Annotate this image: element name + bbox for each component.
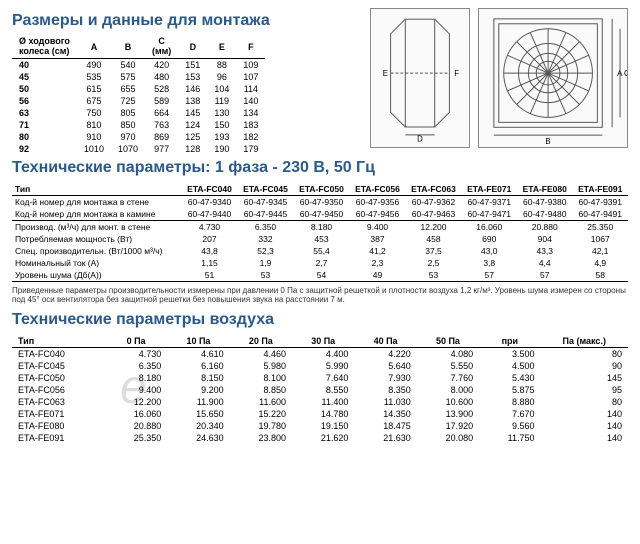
- tech-row: Производ. (м³/ч) для монт. в стене4.7306…: [12, 220, 628, 233]
- air-title: Технические параметры воздуха: [12, 311, 628, 329]
- side-view-diagram: D E F: [370, 8, 470, 148]
- dim-row: 63750805664145130134: [12, 107, 265, 119]
- tech-row: Код-й номер для монтажа в камине60-47-94…: [12, 208, 628, 221]
- tech-note: Приведенные параметры производительности…: [12, 286, 628, 305]
- air-row: ETA-FE09125.35024.63023.80021.62021.6302…: [12, 432, 628, 444]
- dimensions-table: Ø ходового колеса (см) A B C (мм) D E F …: [12, 36, 265, 155]
- col-c: C: [158, 36, 165, 46]
- air-row: ETA-FC0508.1808.1508.1007.6407.9307.7605…: [12, 372, 628, 384]
- unit: (мм): [152, 46, 171, 56]
- dim-row: 80910970869125193182: [12, 131, 265, 143]
- air-row: ETA-FE08020.88020.34019.78019.15018.4751…: [12, 420, 628, 432]
- tech-row: Потребляемая мощность (Вт)20733245338745…: [12, 233, 628, 245]
- col-d: D: [178, 36, 207, 58]
- diagrams: D E F B A C: [282, 8, 628, 155]
- svg-text:E: E: [383, 69, 388, 78]
- air-row: ETA-FE07116.06015.65015.22014.78014.3501…: [12, 408, 628, 420]
- dim-row: 56675725589138119140: [12, 95, 265, 107]
- col-a: A: [77, 36, 111, 58]
- tech-row: Уровень шума (Дб(А))5153544953575758: [12, 269, 628, 282]
- tech-row: Спец. производительн. (Вт/1000 м³/ч)43,8…: [12, 245, 628, 257]
- air-row: ETA-FC06312.20011.90011.60011.40011.0301…: [12, 396, 628, 408]
- col-f: F: [236, 36, 265, 58]
- svg-text:C: C: [624, 69, 628, 78]
- col-e: E: [207, 36, 236, 58]
- air-table: Тип0 Па10 Па20 Па30 Па40 Па50 ПаприПа (м…: [12, 335, 628, 444]
- air-row: ETA-FC0456.3506.1605.9805.9905.6405.5504…: [12, 360, 628, 372]
- dim-row: 9210101070977128190179: [12, 143, 265, 155]
- air-row: ETA-FC0404.7304.6104.4604.4004.2204.0803…: [12, 347, 628, 360]
- svg-text:F: F: [454, 69, 459, 78]
- dim-row: 71810850763124150183: [12, 119, 265, 131]
- tech-row: Номинальный ток (А)1,151,92,72,32,53,84,…: [12, 257, 628, 269]
- col-b: B: [111, 36, 145, 58]
- dim-row: 4049054042015188109: [12, 58, 265, 71]
- wheel-header-l2: колеса (см): [19, 46, 69, 56]
- dimensions-title: Размеры и данные для монтажа: [12, 12, 270, 30]
- tech-row: Код-й номер для монтажа в стене60-47-934…: [12, 195, 628, 208]
- wheel-header-l1: Ø ходового: [19, 36, 70, 46]
- svg-text:B: B: [545, 137, 550, 146]
- front-view-diagram: B A C: [478, 8, 628, 148]
- tech-table: ТипETA-FC040ETA-FC045ETA-FC050ETA-FC056E…: [12, 183, 628, 282]
- dim-row: 50615655528146104114: [12, 83, 265, 95]
- air-row: ETA-FC0569.4009.2008.8508.5508.3508.0005…: [12, 384, 628, 396]
- svg-text:D: D: [417, 135, 423, 144]
- dim-row: 4553557548015396107: [12, 71, 265, 83]
- tech-title: Технические параметры: 1 фаза - 230 В, 5…: [12, 159, 628, 177]
